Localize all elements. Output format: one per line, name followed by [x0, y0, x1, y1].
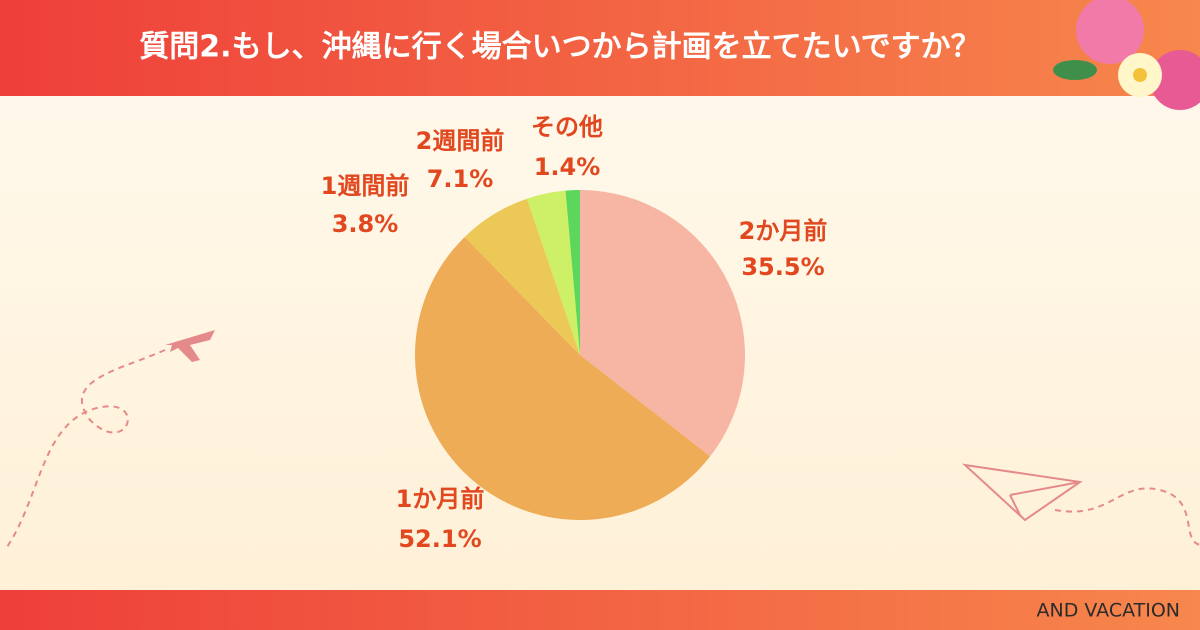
plane-icon [165, 330, 215, 362]
pie-slice [565, 190, 580, 355]
paper-plane [961, 463, 1083, 522]
footer-band [0, 590, 1200, 630]
header-band [0, 0, 1200, 96]
plane-decoration [4, 349, 1200, 551]
pie [414, 190, 745, 521]
value-label: 1.4% [534, 153, 601, 181]
slice-label: 1か月前 [396, 485, 485, 513]
value-label: 52.1% [398, 525, 481, 553]
pie-slice [414, 236, 711, 521]
flower-decoration [1053, 0, 1200, 110]
brand: AND VACATION [1037, 600, 1181, 622]
value-label: 3.8% [332, 210, 399, 238]
value-label: 35.5% [741, 253, 824, 281]
value-label: 7.1% [427, 165, 494, 193]
slice-label: その他 [531, 113, 603, 141]
pie-slice [464, 198, 580, 355]
slice-label: 2か月前 [739, 217, 828, 245]
pie-slice [580, 190, 745, 457]
pie-slice [526, 190, 580, 355]
chart-title: 質問2.もし、沖縄に行く場合いつから計画を立てたいですか？ [139, 30, 980, 65]
slice-label: 1週間前 [321, 172, 410, 200]
slice-label: 2週間前 [416, 127, 505, 155]
